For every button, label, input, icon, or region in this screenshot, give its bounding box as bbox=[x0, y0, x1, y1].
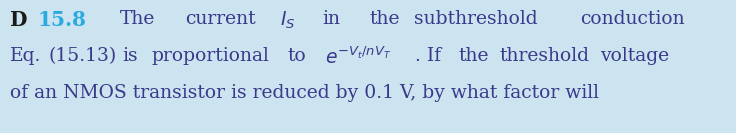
Text: the: the bbox=[458, 47, 489, 65]
Text: current: current bbox=[185, 10, 255, 28]
Text: threshold: threshold bbox=[499, 47, 589, 65]
Text: $e^{-V_t/nV_T}$: $e^{-V_t/nV_T}$ bbox=[325, 47, 392, 68]
Text: voltage: voltage bbox=[600, 47, 669, 65]
Text: is: is bbox=[122, 47, 138, 65]
Text: in: in bbox=[322, 10, 340, 28]
Text: to: to bbox=[287, 47, 305, 65]
Text: (15.13): (15.13) bbox=[49, 47, 117, 65]
Text: D: D bbox=[10, 10, 27, 30]
Text: 15.8: 15.8 bbox=[38, 10, 87, 30]
Text: of an NMOS transistor is reduced by 0.1 V, by what factor will: of an NMOS transistor is reduced by 0.1 … bbox=[10, 84, 599, 102]
Text: conduction: conduction bbox=[580, 10, 684, 28]
Text: subthreshold: subthreshold bbox=[414, 10, 537, 28]
Text: proportional: proportional bbox=[152, 47, 270, 65]
Text: $I_S$: $I_S$ bbox=[280, 10, 295, 31]
Text: the: the bbox=[369, 10, 400, 28]
Text: Eq.: Eq. bbox=[10, 47, 41, 65]
Text: . If: . If bbox=[415, 47, 441, 65]
Text: The: The bbox=[120, 10, 155, 28]
